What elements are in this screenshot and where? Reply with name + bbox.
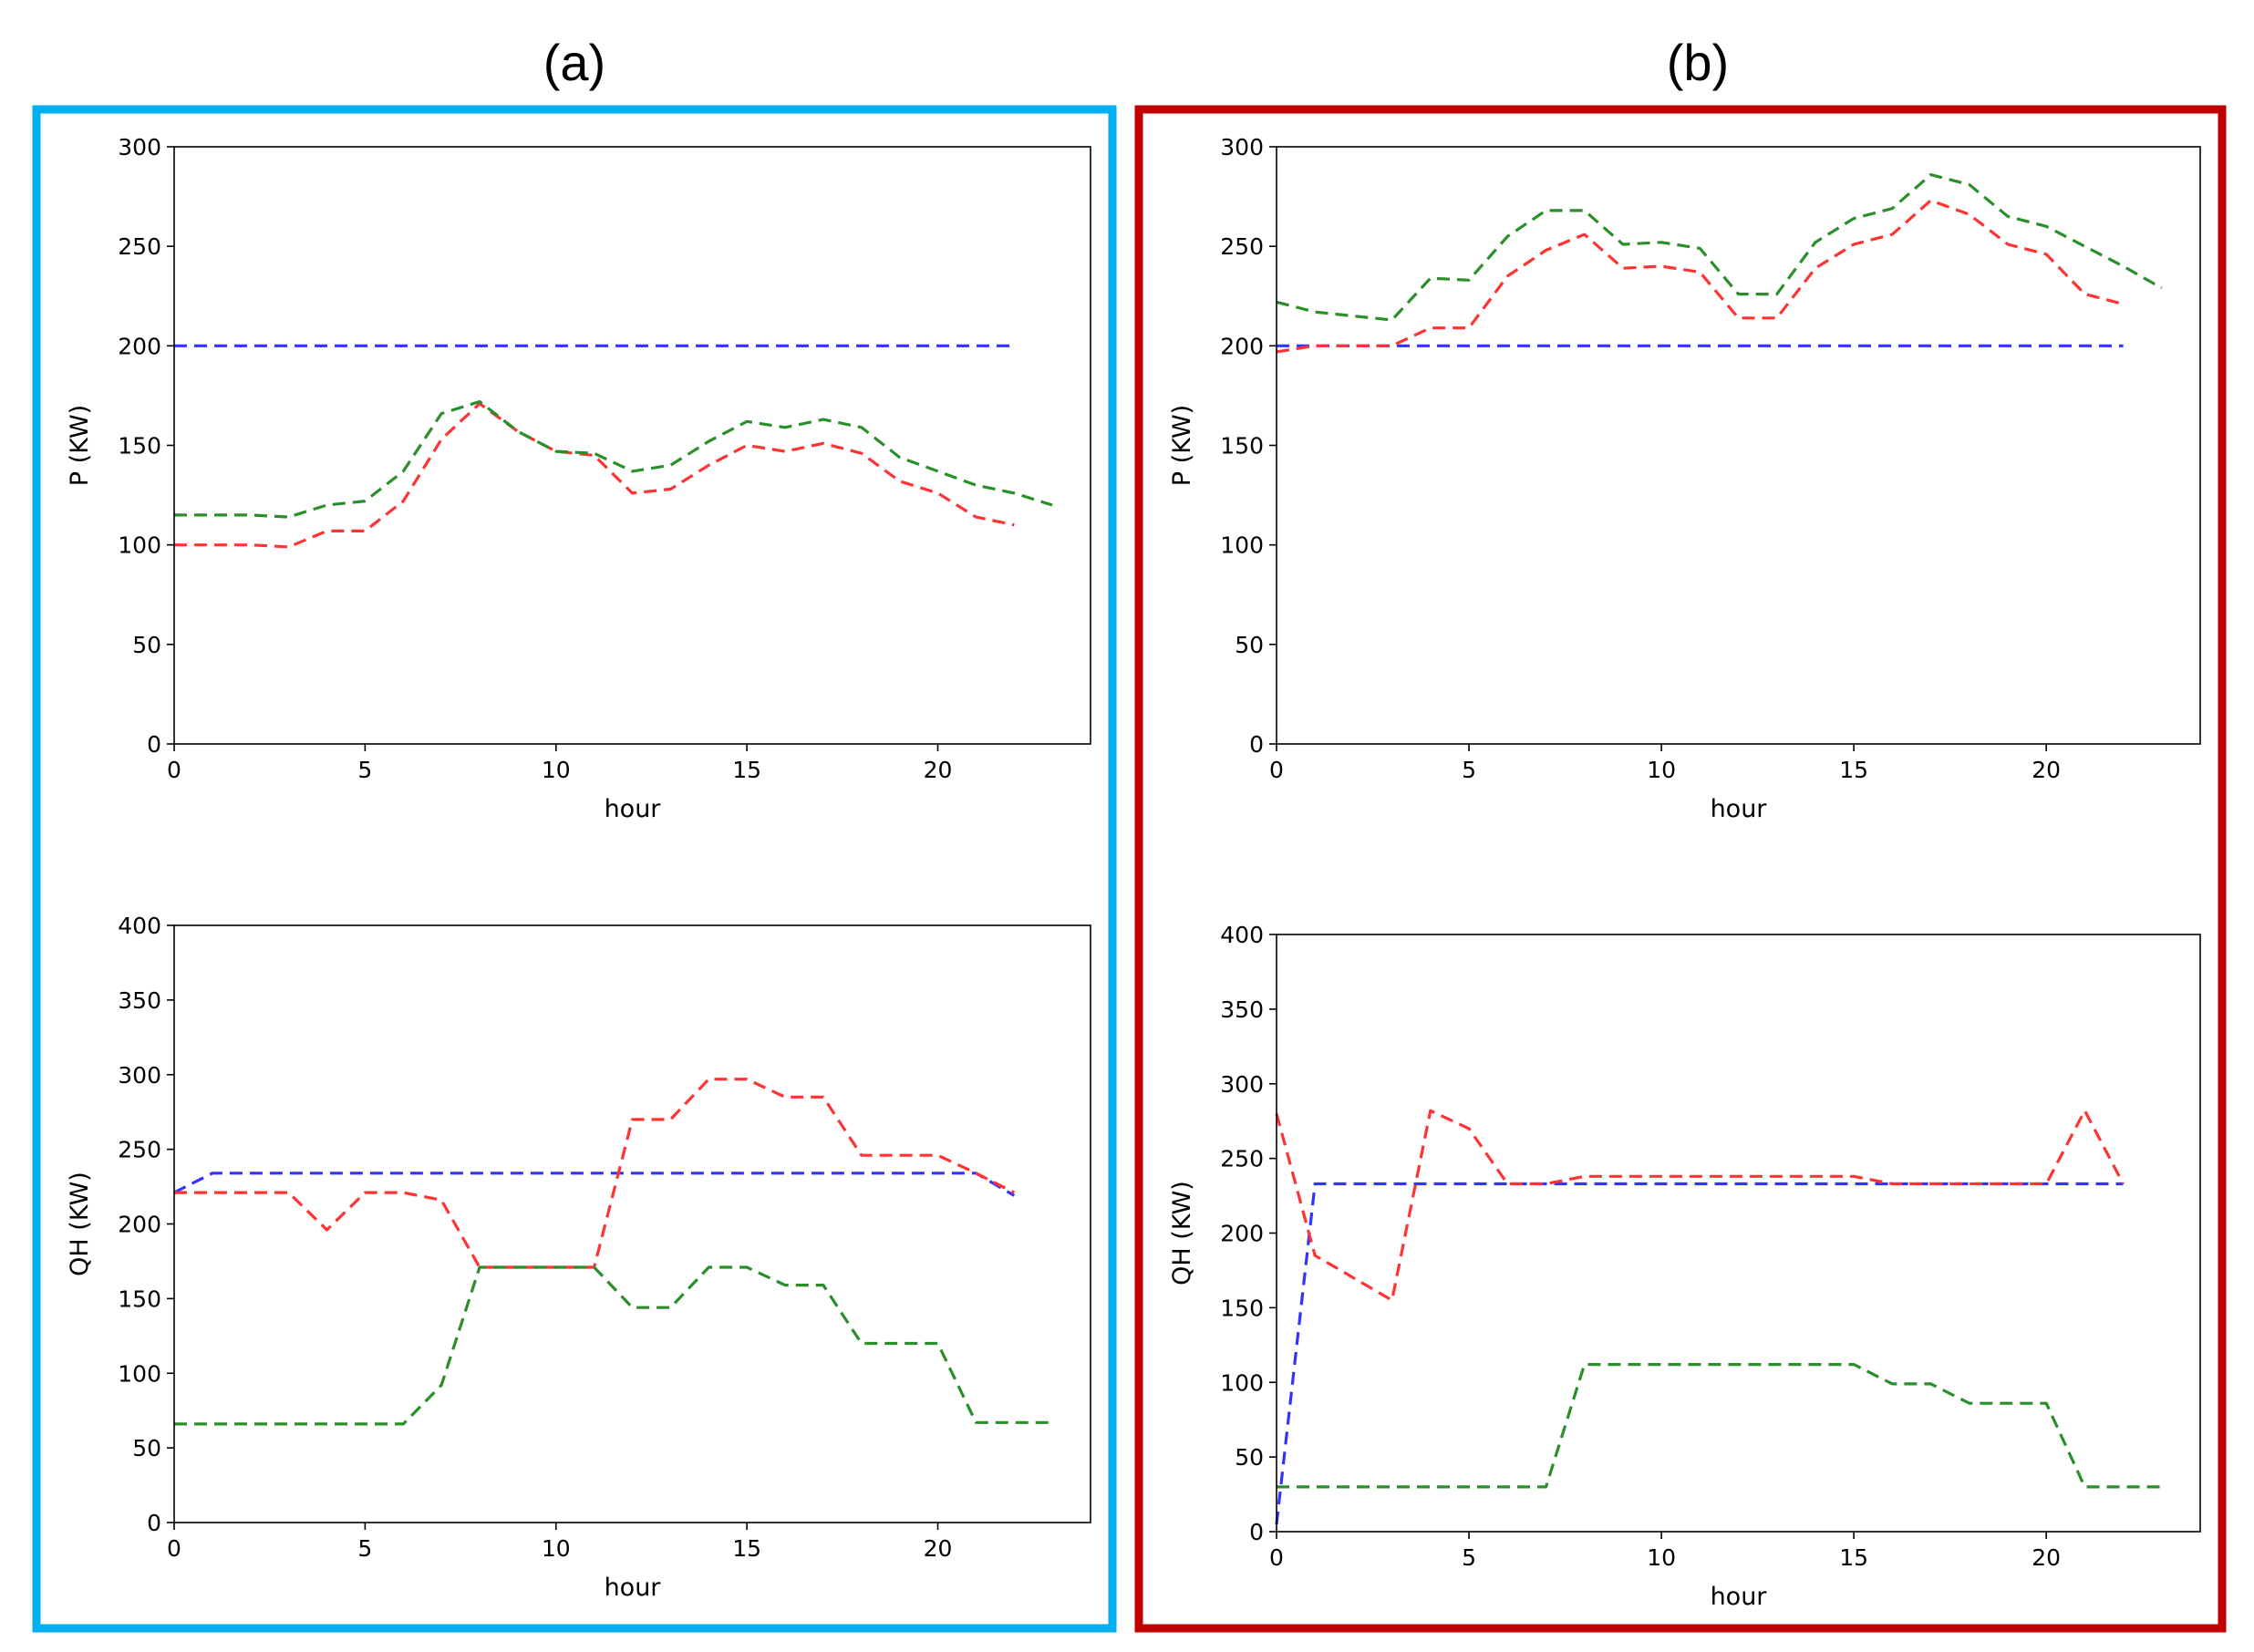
y-tick-label: 200 bbox=[118, 333, 161, 359]
y-tick-label: 200 bbox=[118, 1212, 161, 1238]
panel-b-title: (b) bbox=[1667, 34, 1729, 91]
x-tick-label: 15 bbox=[732, 1535, 761, 1562]
y-tick-label: 150 bbox=[118, 1285, 161, 1312]
x-tick-label: 20 bbox=[924, 757, 953, 783]
y-tick-label: 50 bbox=[132, 1435, 161, 1461]
y-tick-label: 350 bbox=[118, 987, 161, 1014]
y-axis-label: QH (KW) bbox=[66, 1172, 94, 1276]
x-tick-label: 5 bbox=[357, 1535, 372, 1562]
series-line-red bbox=[174, 402, 1015, 549]
x-tick-label: 10 bbox=[1647, 1544, 1676, 1571]
y-tick-label: 150 bbox=[118, 433, 161, 459]
series-line-green bbox=[1277, 1362, 2162, 1489]
y-tick-label: 400 bbox=[118, 913, 161, 939]
y-tick-label: 250 bbox=[1220, 1146, 1264, 1172]
series-line-green bbox=[174, 1265, 1053, 1426]
x-tick-label: 20 bbox=[2032, 1544, 2061, 1571]
x-tick-label: 0 bbox=[1269, 1544, 1284, 1571]
y-axis-label: QH (KW) bbox=[1168, 1181, 1196, 1285]
y-tick-label: 0 bbox=[1249, 1519, 1264, 1545]
x-tick-label: 15 bbox=[1839, 757, 1868, 783]
x-tick-label: 5 bbox=[357, 757, 372, 783]
x-axis-label: hour bbox=[605, 795, 662, 823]
x-tick-label: 5 bbox=[1462, 757, 1476, 783]
y-axis-label: P (KW) bbox=[66, 405, 94, 486]
y-tick-label: 300 bbox=[118, 1062, 161, 1089]
y-tick-label: 100 bbox=[118, 1360, 161, 1387]
series-line-red bbox=[1276, 199, 2125, 354]
y-axis-label: P (KW) bbox=[1168, 405, 1196, 486]
y-tick-label: 250 bbox=[118, 1137, 161, 1163]
x-tick-label: 10 bbox=[542, 757, 571, 783]
series-line-blue bbox=[173, 1172, 1016, 1197]
panel-a-border bbox=[32, 105, 1117, 1633]
y-tick-label: 50 bbox=[1235, 632, 1264, 658]
y-tick-label: 150 bbox=[1220, 1295, 1264, 1321]
y-tick-label: 50 bbox=[1235, 1444, 1264, 1471]
x-tick-label: 20 bbox=[924, 1535, 953, 1562]
series-line-green bbox=[1276, 173, 2163, 322]
y-tick-label: 300 bbox=[118, 134, 161, 160]
y-tick-label: 50 bbox=[132, 632, 161, 658]
y-tick-label: 400 bbox=[1220, 922, 1264, 948]
series-line-green bbox=[174, 399, 1053, 519]
x-tick-label: 15 bbox=[732, 757, 761, 783]
x-axis-label: hour bbox=[1711, 795, 1768, 823]
y-tick-label: 300 bbox=[1220, 134, 1264, 160]
y-tick-label: 100 bbox=[1220, 532, 1264, 559]
x-tick-label: 5 bbox=[1462, 1544, 1476, 1571]
x-tick-label: 10 bbox=[1647, 757, 1676, 783]
series-line-red bbox=[1275, 1109, 2125, 1302]
x-tick-label: 20 bbox=[2032, 757, 2061, 783]
x-tick-label: 10 bbox=[542, 1535, 571, 1562]
x-tick-label: 0 bbox=[1269, 757, 1284, 783]
panel-b-border bbox=[1134, 105, 2227, 1633]
y-tick-label: 100 bbox=[118, 532, 161, 559]
y-tick-label: 300 bbox=[1220, 1071, 1264, 1098]
y-tick-label: 350 bbox=[1220, 996, 1264, 1023]
x-tick-label: 0 bbox=[167, 757, 181, 783]
y-tick-label: 0 bbox=[147, 731, 161, 758]
x-axis-label: hour bbox=[1711, 1583, 1768, 1611]
y-tick-label: 100 bbox=[1220, 1369, 1264, 1396]
y-tick-label: 0 bbox=[1249, 731, 1264, 758]
y-tick-label: 0 bbox=[147, 1510, 161, 1536]
x-tick-label: 0 bbox=[167, 1535, 181, 1562]
y-tick-label: 200 bbox=[1220, 333, 1264, 359]
y-tick-label: 250 bbox=[1220, 233, 1264, 260]
y-tick-label: 150 bbox=[1220, 433, 1264, 459]
panel-a-title: (a) bbox=[543, 34, 605, 91]
y-tick-label: 250 bbox=[118, 233, 161, 260]
y-tick-label: 200 bbox=[1220, 1221, 1264, 1247]
x-axis-label: hour bbox=[605, 1574, 662, 1602]
x-tick-label: 15 bbox=[1839, 1544, 1868, 1571]
